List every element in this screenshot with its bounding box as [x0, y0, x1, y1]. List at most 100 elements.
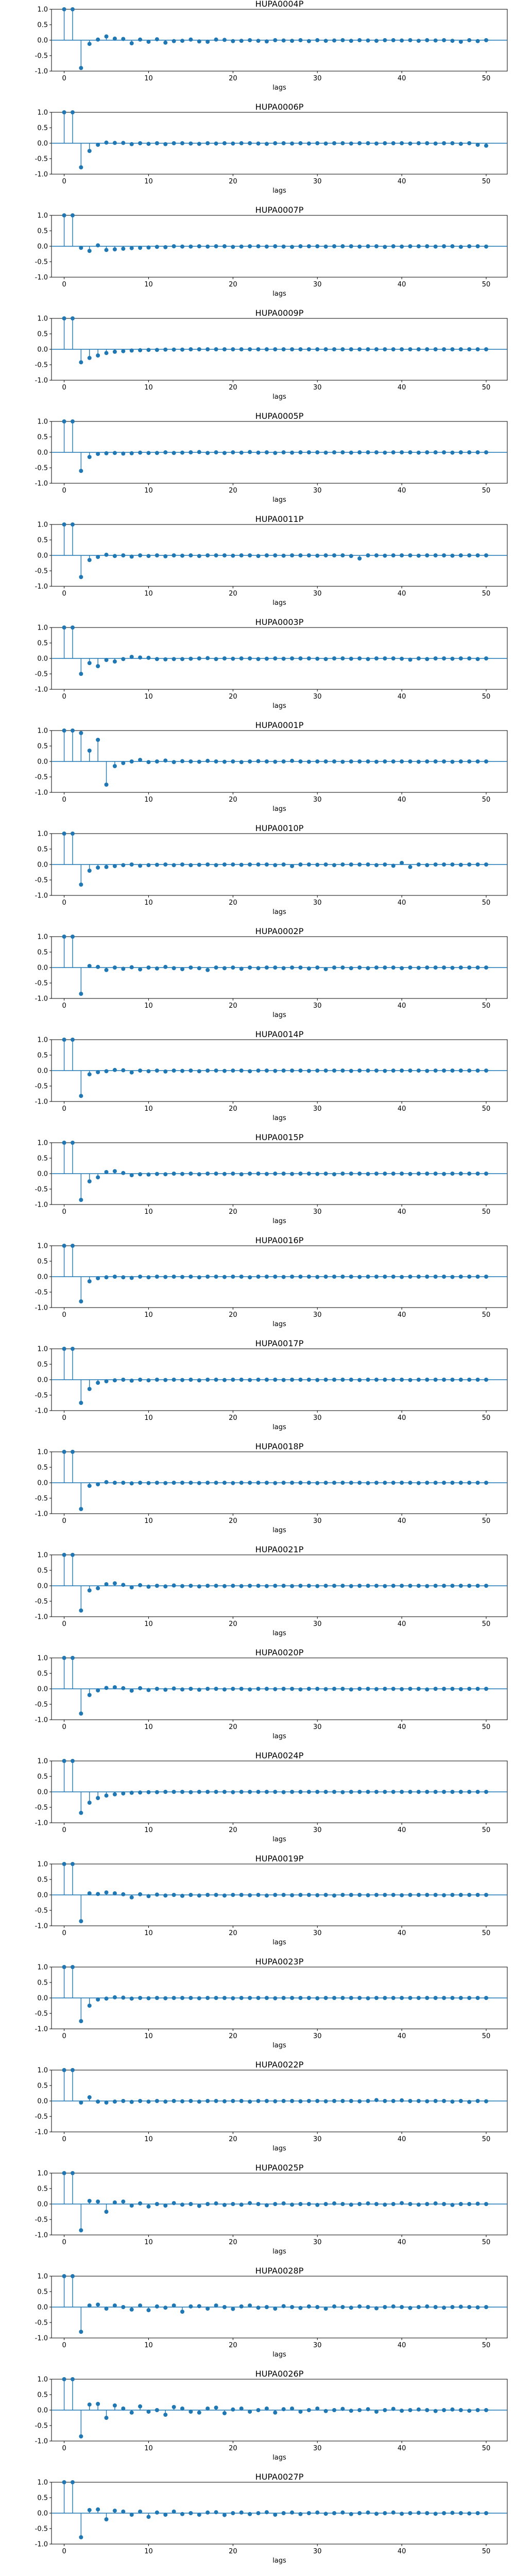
acf-point: [180, 2310, 185, 2314]
acf-point: [256, 554, 261, 558]
acf-point: [62, 1244, 66, 1248]
acf-point: [391, 656, 396, 660]
acf-point: [96, 555, 100, 559]
acf-point: [146, 554, 151, 558]
x-tick-label: 40: [398, 1929, 406, 1937]
acf-point: [467, 965, 472, 970]
acf-point: [306, 2511, 311, 2515]
acf-point: [298, 2202, 303, 2206]
acf-point: [315, 1687, 320, 1691]
acf-point: [416, 1172, 421, 1176]
y-tick-label: 1.0: [37, 624, 48, 632]
acf-point: [171, 1583, 176, 1588]
acf-point: [256, 1687, 261, 1691]
acf-point: [205, 1790, 210, 1794]
acf-point: [79, 1711, 83, 1716]
acf-point: [146, 1069, 151, 1074]
acf-point: [323, 1893, 328, 1897]
acf-point: [87, 1179, 92, 1183]
x-tick-label: 10: [144, 2445, 153, 2452]
acf-point: [475, 862, 480, 867]
acf-point: [433, 1481, 438, 1485]
acf-point: [323, 1687, 328, 1691]
acf-point: [256, 2099, 261, 2103]
acf-point: [163, 142, 168, 146]
y-tick-label: 1.0: [37, 2479, 48, 2487]
acf-point: [163, 450, 168, 454]
acf-point: [231, 2407, 235, 2412]
acf-point: [458, 2099, 463, 2103]
acf-point: [391, 1687, 396, 1691]
acf-point: [138, 1172, 143, 1177]
acf-point: [104, 2416, 109, 2420]
acf-point: [188, 2202, 193, 2206]
acf-point: [273, 451, 278, 455]
acf-point: [467, 1893, 472, 1897]
acf-point: [138, 1275, 143, 1279]
acf-point: [62, 728, 66, 733]
x-tick-label: 30: [313, 693, 322, 701]
acf-point: [391, 347, 396, 351]
acf-point: [366, 244, 370, 248]
acf-point: [298, 2306, 303, 2310]
acf-point: [374, 1275, 379, 1279]
acf-point: [332, 863, 337, 868]
acf-point: [222, 553, 227, 557]
y-tick-label: 0.5: [37, 2495, 48, 2502]
x-tick-label: 30: [313, 75, 322, 82]
x-tick-label: 20: [229, 1929, 237, 1937]
acf-point: [475, 2408, 480, 2412]
acf-point: [87, 1072, 92, 1077]
acf-point: [349, 759, 353, 764]
acf-point: [442, 1687, 447, 1691]
x-axis-label: lags: [272, 1630, 286, 1637]
acf-point: [188, 2410, 193, 2414]
acf-point: [450, 1584, 455, 1588]
acf-point: [383, 2202, 387, 2207]
acf-point: [214, 1996, 218, 2000]
acf-point: [104, 2210, 109, 2214]
acf-point: [349, 39, 353, 43]
acf-point: [138, 37, 143, 42]
acf-point: [79, 1401, 83, 1405]
acf-point: [425, 2099, 430, 2104]
acf-point: [400, 2512, 404, 2516]
acf-point: [129, 1378, 134, 1383]
acf-point: [264, 39, 269, 44]
acf-point: [340, 2305, 345, 2309]
acf-point: [222, 1893, 227, 1898]
chart-title: HUPA0018P: [255, 1442, 304, 1451]
acf-point: [475, 1584, 480, 1588]
y-tick-label: 0.0: [37, 1686, 48, 1693]
acf-point: [281, 450, 286, 454]
acf-point: [239, 450, 244, 455]
acf-point: [400, 2098, 404, 2103]
acf-point: [450, 347, 455, 351]
acf-point: [400, 759, 404, 764]
acf-point: [154, 1378, 159, 1382]
acf-point: [391, 244, 396, 248]
acf-point: [281, 2099, 286, 2103]
acf-point: [205, 347, 210, 351]
acf-point: [205, 862, 210, 867]
y-tick-label: 0.5: [37, 434, 48, 442]
acf-point: [298, 862, 303, 867]
acf-point: [298, 759, 303, 764]
acf-point: [298, 1378, 303, 1382]
acf-point: [163, 1790, 168, 1794]
acf-point: [231, 141, 235, 146]
acf-point: [87, 964, 92, 968]
acf-point: [467, 1687, 472, 1691]
acf-point: [112, 2200, 117, 2205]
acf-point: [180, 657, 185, 662]
acf-point: [154, 1584, 159, 1588]
acf-point: [273, 1378, 278, 1382]
acf-point: [467, 2305, 472, 2309]
acf-point: [484, 965, 489, 970]
acf-point: [256, 1069, 261, 1073]
acf-point: [366, 966, 370, 971]
y-tick-label: 0.5: [37, 640, 48, 648]
acf-point: [264, 965, 269, 970]
